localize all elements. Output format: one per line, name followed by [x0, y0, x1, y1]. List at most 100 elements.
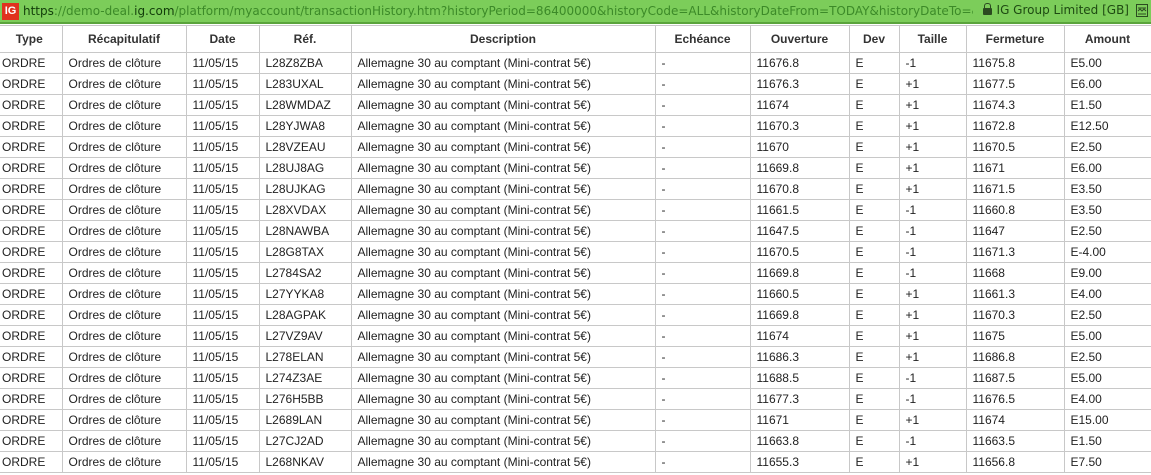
cell-amount: E5.00 [1063, 52, 1151, 74]
cell-ouverture: 11669.8 [749, 262, 850, 284]
cell-taille: -1 [898, 388, 967, 410]
column-header-ref[interactable]: Réf. [258, 25, 352, 53]
column-header-recapitulatif[interactable]: Récapitulatif [61, 25, 187, 53]
column-header-date[interactable]: Date [185, 25, 260, 53]
cell-amount: E7.50 [1063, 451, 1151, 473]
cell-ouverture: 11647.5 [749, 220, 850, 242]
cell-ouverture: 11686.3 [749, 346, 850, 368]
table-row[interactable]: ORDRE Ordres de clôture 11/05/15 L278ELAN Al… [0, 346, 1151, 368]
cell-taille: +1 [898, 136, 967, 158]
cell-amount: E2.50 [1063, 220, 1151, 242]
cell-type: ORDRE [0, 409, 63, 431]
table-row[interactable]: ORDRE Ordres de clôture 11/05/15 L27CJ2AD Al… [0, 430, 1151, 452]
cell-fermeture: 11677.5 [965, 73, 1065, 95]
cell-echeance: - [654, 178, 751, 200]
cell-ouverture: 11688.5 [749, 367, 850, 389]
cell-dev: E [848, 367, 900, 389]
cell-fermeture: 11672.8 [965, 115, 1065, 137]
cell-description: Allemagne 30 au comptant (Mini-contrat 5… [350, 94, 656, 116]
cell-recapitulatif: Ordres de clôture [61, 94, 187, 116]
cell-recapitulatif: Ordres de clôture [61, 283, 187, 305]
cell-amount: E4.00 [1063, 283, 1151, 305]
cell-date: 11/05/15 [185, 178, 260, 200]
cell-recapitulatif: Ordres de clôture [61, 346, 187, 368]
cell-ref: L28YJWA8 [258, 115, 352, 137]
column-header-type[interactable]: Type [0, 25, 63, 53]
cell-type: ORDRE [0, 430, 63, 452]
column-header-taille[interactable]: Taille [898, 25, 967, 53]
certificate-label: IG Group Limited [GB] [996, 3, 1129, 17]
cell-date: 11/05/15 [185, 199, 260, 221]
cell-recapitulatif: Ordres de clôture [61, 304, 187, 326]
cell-date: 11/05/15 [185, 220, 260, 242]
address-bar[interactable]: IG https://demo-deal.ig.com/platform/mya… [0, 0, 1151, 24]
table-row[interactable]: ORDRE Ordres de clôture 11/05/15 L28WMDAZ Al… [0, 94, 1151, 116]
cell-taille: +1 [898, 178, 967, 200]
cell-echeance: - [654, 430, 751, 452]
cell-description: Allemagne 30 au comptant (Mini-contrat 5… [350, 451, 656, 473]
cell-ref: L28VZEAU [258, 136, 352, 158]
table-row[interactable]: ORDRE Ordres de clôture 11/05/15 L276H5BB Al… [0, 388, 1151, 410]
cell-date: 11/05/15 [185, 367, 260, 389]
cell-ref: L27YYKA8 [258, 283, 352, 305]
column-header-echeance[interactable]: Echéance [654, 25, 751, 53]
table-row[interactable]: ORDRE Ordres de clôture 11/05/15 L283UXAL Al… [0, 73, 1151, 95]
column-header-amount[interactable]: Amount [1063, 25, 1151, 53]
cell-ref: L28Z8ZBA [258, 52, 352, 74]
cell-echeance: - [654, 346, 751, 368]
cell-dev: E [848, 262, 900, 284]
table-row[interactable]: ORDRE Ordres de clôture 11/05/15 L274Z3AE Al… [0, 367, 1151, 389]
column-header-fermeture[interactable]: Fermeture [965, 25, 1065, 53]
table-row[interactable]: ORDRE Ordres de clôture 11/05/15 L28UJKAG Al… [0, 178, 1151, 200]
cell-fermeture: 11686.8 [965, 346, 1065, 368]
cell-ouverture: 11669.8 [749, 304, 850, 326]
table-row[interactable]: ORDRE Ordres de clôture 11/05/15 L28Z8ZBA Al… [0, 52, 1151, 74]
cell-echeance: - [654, 220, 751, 242]
table-row[interactable]: ORDRE Ordres de clôture 11/05/15 L28VZEAU Al… [0, 136, 1151, 158]
cell-description: Allemagne 30 au comptant (Mini-contrat 5… [350, 430, 656, 452]
ig-logo-icon: IG [2, 2, 19, 20]
cell-ref: L278ELAN [258, 346, 352, 368]
cell-fermeture: 11660.8 [965, 199, 1065, 221]
cell-amount: E4.00 [1063, 388, 1151, 410]
cell-amount: E2.50 [1063, 346, 1151, 368]
cell-type: ORDRE [0, 388, 63, 410]
cell-taille: -1 [898, 199, 967, 221]
cell-description: Allemagne 30 au comptant (Mini-contrat 5… [350, 409, 656, 431]
table-row[interactable]: ORDRE Ordres de clôture 11/05/15 L28XVDAX Al… [0, 199, 1151, 221]
table-row[interactable]: ORDRE Ordres de clôture 11/05/15 L28G8TAX Al… [0, 241, 1151, 263]
cell-fermeture: 11661.3 [965, 283, 1065, 305]
cell-date: 11/05/15 [185, 409, 260, 431]
table-row[interactable]: ORDRE Ordres de clôture 11/05/15 L28YJWA8 Al… [0, 115, 1151, 137]
cell-amount: E2.50 [1063, 136, 1151, 158]
cell-fermeture: 11674.3 [965, 94, 1065, 116]
table-row[interactable]: ORDRE Ordres de clôture 11/05/15 L2784SA2 Al… [0, 262, 1151, 284]
table-row[interactable]: ORDRE Ordres de clôture 11/05/15 L28UJ8AG Al… [0, 157, 1151, 179]
url-text[interactable]: https://demo-deal.ig.com/platform/myacco… [23, 4, 973, 18]
cell-type: ORDRE [0, 367, 63, 389]
table-row[interactable]: ORDRE Ordres de clôture 11/05/15 L28NAWBA Al… [0, 220, 1151, 242]
cell-dev: E [848, 346, 900, 368]
cell-date: 11/05/15 [185, 73, 260, 95]
certificate-badge[interactable]: IG Group Limited [GB] [976, 3, 1129, 17]
table-row[interactable]: ORDRE Ordres de clôture 11/05/15 L27YYKA8 Al… [0, 283, 1151, 305]
table-row[interactable]: ORDRE Ordres de clôture 11/05/15 L28AGPAK Al… [0, 304, 1151, 326]
cell-description: Allemagne 30 au comptant (Mini-contrat 5… [350, 52, 656, 74]
table-row[interactable]: ORDRE Ordres de clôture 11/05/15 L27VZ9AV Al… [0, 325, 1151, 347]
column-header-description[interactable]: Description [350, 25, 656, 53]
table-row[interactable]: ORDRE Ordres de clôture 11/05/15 L2689LAN Al… [0, 409, 1151, 431]
cell-ouverture: 11674 [749, 325, 850, 347]
cell-type: ORDRE [0, 178, 63, 200]
cell-ouverture: 11676.8 [749, 52, 850, 74]
cell-taille: +1 [898, 409, 967, 431]
cell-ref: L28AGPAK [258, 304, 352, 326]
cell-description: Allemagne 30 au comptant (Mini-contrat 5… [350, 367, 656, 389]
cell-description: Allemagne 30 au comptant (Mini-contrat 5… [350, 325, 656, 347]
table-row[interactable]: ORDRE Ordres de clôture 11/05/15 L268NKAV Al… [0, 451, 1151, 473]
column-header-ouverture[interactable]: Ouverture [749, 25, 850, 53]
cell-amount: E6.00 [1063, 73, 1151, 95]
column-header-dev[interactable]: Dev [848, 25, 900, 53]
reader-view-icon[interactable] [1136, 4, 1148, 17]
cell-ref: L276H5BB [258, 388, 352, 410]
cell-dev: E [848, 304, 900, 326]
